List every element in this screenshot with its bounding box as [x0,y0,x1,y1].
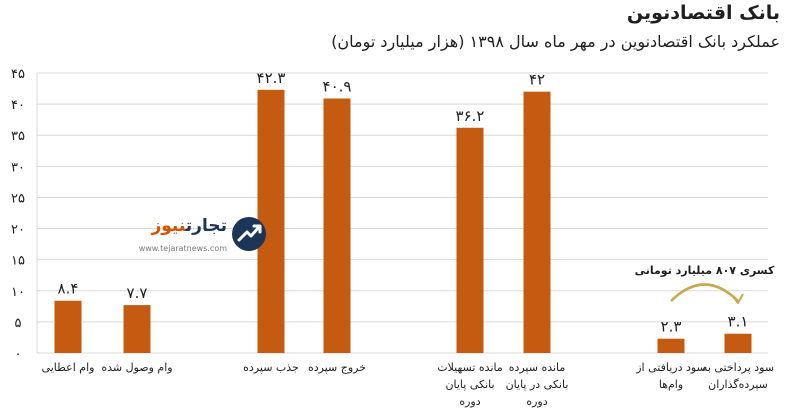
annotation-text: کسری ۸۰۷ میلیارد تومانی [635,264,775,277]
x-category-label: وام وصول شده [101,361,172,374]
logo-wordmark: تجارتنیوز [135,216,227,236]
bar [657,338,685,353]
annotation-arc [670,283,739,302]
bar-value-label: ۳۶.۲ [456,107,485,125]
bar-value-label: ۸.۴ [58,280,79,298]
x-category-label: دوره [459,395,480,408]
bar-value-label: ۷.۷ [127,284,148,302]
bar-value-label: ۴۲ [529,71,545,89]
x-category-label: خروج سپرده [308,361,366,374]
bar-value-label: ۴۲.۳ [257,69,286,87]
x-category-label: وام‌ها [659,378,683,391]
bar [323,98,351,353]
x-category-label: بانکی پایان [445,378,494,391]
x-category-label: وام اعطایی [42,361,95,374]
bar [724,333,752,353]
tejaratnews-logo: تجارتنیوز www.tejaratnews.com [135,212,270,260]
x-category-label: سود پرداختی به [702,361,774,374]
x-category-label: دوره [526,395,547,408]
y-tick-label: ۴۵ [11,67,25,82]
bar [523,91,551,354]
x-category-label: بانکی در پایان [506,378,569,391]
x-category-label: جذب سپرده [243,361,299,374]
logo-brand-part1: تجارت [185,216,227,236]
annotation-arrowhead [731,293,744,304]
y-tick-label: ۳۵ [11,129,25,144]
y-tick-label: ۱۰ [11,285,25,300]
logo-emblem-icon [232,217,266,251]
chart-subtitle: عملکرد بانک اقتصادنوین در مهر ماه سال ۱۳… [331,32,780,51]
y-tick-label: ۲۰ [11,223,25,238]
chart-title: بانک اقتصادنوین [626,2,780,24]
y-tick-label: ۳۰ [11,160,25,175]
x-category-label: مانده تسهیلات [437,361,503,374]
y-tick-label: ۴۰ [11,98,25,113]
bar [54,300,82,353]
bar [123,305,151,353]
bar [456,127,484,353]
bar-value-label: ۳.۱ [728,313,749,331]
y-tick-label: ۰ [15,347,22,362]
logo-brand-part2: نیوز [151,216,186,236]
x-category-label: مانده سپرده [509,361,566,374]
x-category-label: سود دریافتی از [635,361,706,374]
x-category-label: سپرده‌گذاران [708,378,768,391]
bar-value-label: ۴۰.۹ [323,78,352,96]
y-tick-label: ۵ [15,316,22,331]
bar [257,89,285,354]
y-tick-label: ۲۵ [11,191,25,206]
y-tick-label: ۱۵ [11,254,25,269]
bar-value-label: ۲.۳ [661,318,682,336]
logo-site-url: www.tejaratnews.com [138,244,227,253]
